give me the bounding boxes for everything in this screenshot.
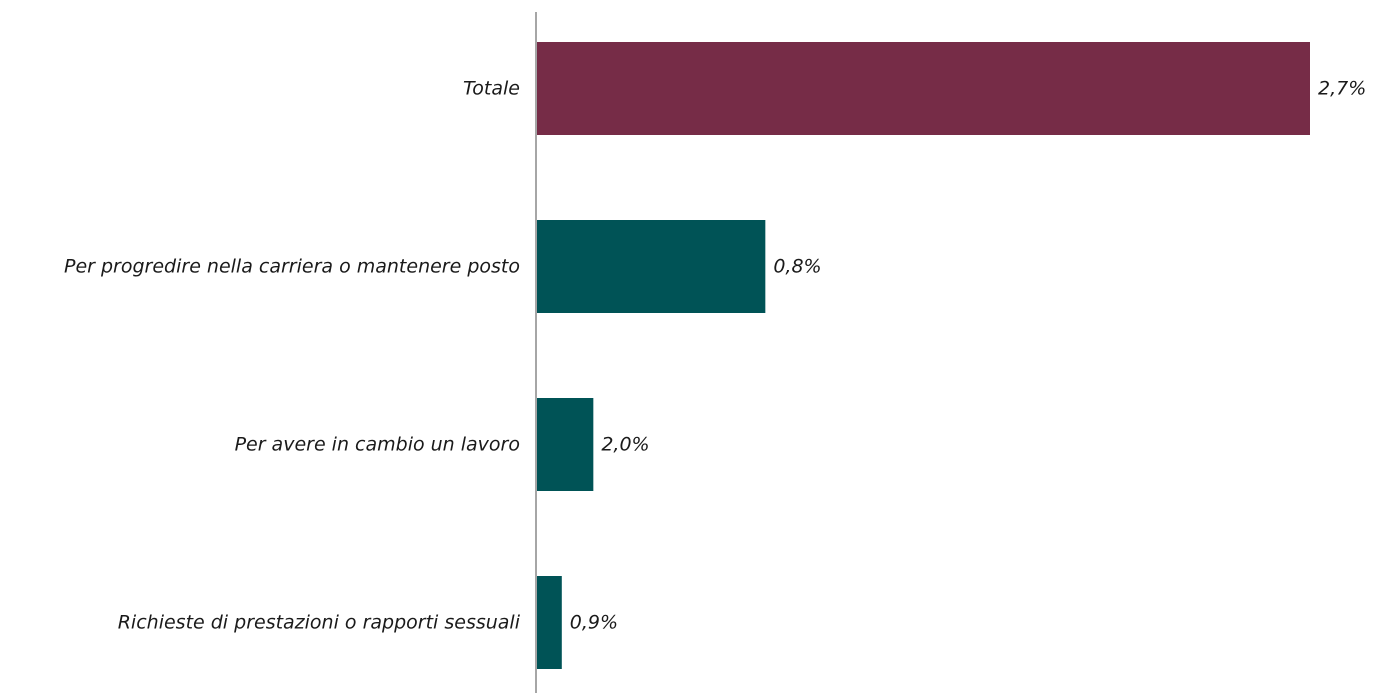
bar — [536, 42, 1310, 135]
bars-group — [536, 42, 1310, 669]
category-label: Richieste di prestazioni o rapporti sess… — [118, 612, 521, 634]
bar — [536, 220, 766, 313]
category-label: Totale — [463, 78, 520, 100]
value-label: 0,9% — [570, 612, 618, 634]
bar — [536, 398, 594, 491]
value-label: 2,7% — [1318, 78, 1366, 100]
category-label: Per avere in cambio un lavoro — [235, 434, 520, 456]
value-label: 2,0% — [601, 434, 649, 456]
category-labels-group: Totale Per progredire nella carriera o ma… — [64, 78, 521, 634]
bar — [536, 576, 562, 669]
category-label: Per progredire nella carriera o mantener… — [64, 256, 520, 278]
value-labels-group: 2,7% 0,8% 2,0% 0,9% — [570, 78, 1366, 634]
value-label: 0,8% — [773, 256, 821, 278]
